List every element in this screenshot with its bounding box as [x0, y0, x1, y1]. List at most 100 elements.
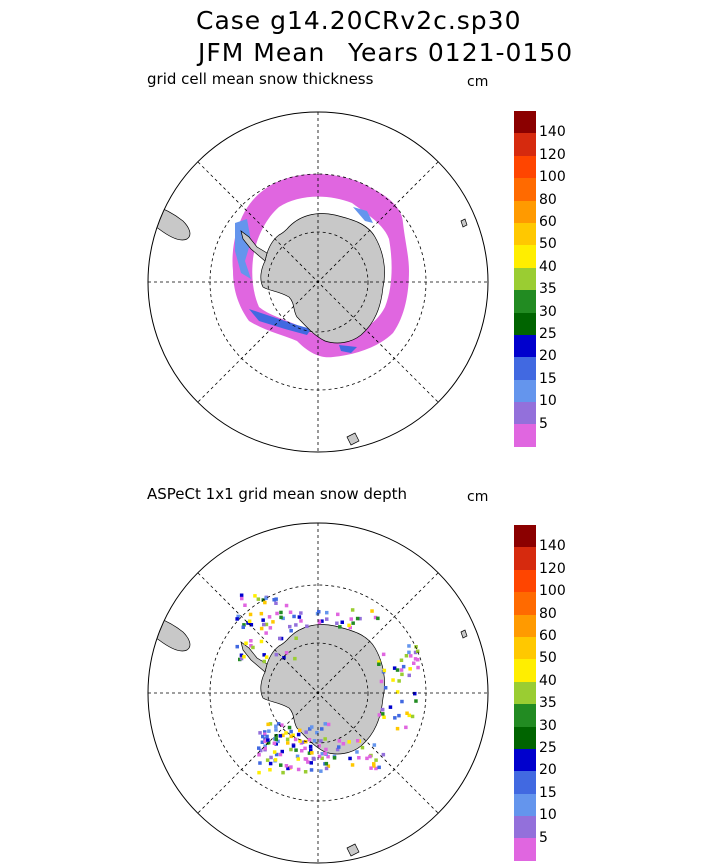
observation-pixel	[284, 731, 288, 735]
observation-pixel	[377, 765, 381, 770]
colorbar-panel1	[514, 111, 536, 447]
observation-pixel	[381, 712, 385, 716]
observation-pixel	[258, 761, 262, 765]
observation-pixel	[263, 746, 267, 751]
observation-pixel	[289, 734, 293, 739]
observation-pixel	[312, 739, 317, 743]
observation-pixel	[350, 608, 355, 612]
observation-pixel	[350, 763, 355, 767]
colorbar-tick-label: 25	[539, 740, 557, 756]
observation-pixel	[267, 615, 272, 619]
colorbar-tick-label: 35	[539, 695, 557, 712]
observation-pixel	[320, 756, 324, 760]
colorbar-tick-label: 50	[539, 650, 557, 667]
aspect-snow-depth-map	[147, 522, 489, 864]
observation-pixel	[320, 727, 324, 731]
colorbar-tick-label: 30	[539, 717, 557, 734]
observation-pixel	[324, 761, 329, 766]
observation-pixel	[274, 724, 278, 728]
observation-pixel	[251, 645, 255, 650]
observation-pixel	[236, 614, 240, 619]
observation-pixel	[372, 764, 376, 768]
observation-pixel	[294, 748, 298, 752]
observation-pixel	[261, 618, 265, 622]
observation-pixel	[395, 668, 400, 672]
colorbar-swatch	[514, 178, 536, 201]
observation-pixel	[407, 644, 411, 648]
observation-pixel	[377, 713, 382, 717]
observation-pixel	[262, 622, 266, 627]
panel1-title: grid cell mean snow thickness	[147, 70, 374, 88]
observation-pixel	[281, 616, 285, 621]
observation-pixel	[257, 746, 261, 750]
observation-pixel	[349, 617, 353, 621]
observation-pixel	[416, 665, 420, 670]
observation-pixel	[397, 713, 401, 718]
observation-pixel	[262, 653, 266, 657]
panel2-unit: cm	[467, 489, 489, 505]
observation-pixel	[265, 734, 269, 739]
graticule	[148, 523, 488, 863]
observation-pixel	[308, 727, 312, 731]
observation-pixel	[267, 729, 271, 733]
panel2-title: ASPeCt 1x1 grid mean snow depth	[147, 485, 408, 503]
observation-pixel	[288, 624, 292, 629]
observation-pixel	[263, 732, 267, 736]
observation-pixel	[279, 615, 283, 620]
observation-pixel	[274, 752, 279, 757]
south-america-land	[148, 613, 191, 652]
observation-pixel	[261, 734, 265, 739]
observation-pixel	[304, 730, 308, 734]
observation-pixel	[388, 705, 393, 709]
observation-pixel	[242, 654, 246, 659]
observation-pixel	[239, 656, 244, 661]
observation-pixel	[244, 641, 248, 645]
colorbar-tick-label: 60	[539, 628, 557, 644]
island-1	[346, 432, 360, 446]
snow-blue-west	[235, 219, 251, 279]
observation-pixel	[291, 733, 295, 737]
colorbar-swatch	[514, 726, 536, 749]
observation-pixel	[265, 758, 270, 762]
colorbar-swatch	[514, 838, 536, 861]
observation-pixel	[414, 699, 418, 703]
colorbar-swatch	[514, 525, 536, 548]
observation-pixel	[275, 611, 279, 616]
antarctic-peninsula	[240, 230, 268, 262]
observation-pixel	[399, 658, 404, 662]
observation-pixel	[320, 752, 324, 756]
observation-pixel	[296, 757, 300, 761]
observation-pixel	[285, 737, 290, 742]
colorbar-tick-label: 5	[539, 415, 548, 432]
observation-pixel	[309, 748, 313, 752]
observation-pixel	[298, 728, 302, 733]
snow-blue-peninsula	[249, 309, 311, 335]
observation-pixel	[336, 612, 340, 617]
observation-pixel	[408, 667, 412, 671]
observation-pixel	[264, 622, 269, 627]
observation-pixel	[241, 625, 245, 629]
observation-pixel	[279, 636, 284, 641]
observation-pixel	[249, 644, 253, 648]
colorbar-tick-label: 40	[539, 672, 557, 689]
observation-pixel	[272, 750, 277, 754]
colorbar-tick-label: 35	[539, 281, 557, 298]
observation-pixel	[376, 616, 380, 621]
observation-pixel	[264, 655, 269, 659]
observation-pixels	[235, 593, 420, 775]
colorbar-swatch	[514, 290, 536, 313]
observation-pixel	[264, 596, 268, 600]
colorbar-swatch	[514, 357, 536, 380]
observation-pixel	[310, 751, 314, 755]
colorbar-tick-label: 20	[539, 762, 557, 779]
observation-pixel	[308, 744, 313, 749]
observation-pixel	[400, 672, 404, 677]
observation-pixel	[337, 739, 342, 743]
observation-pixel	[243, 603, 247, 607]
observation-pixel	[238, 657, 242, 662]
observation-pixel	[381, 652, 386, 657]
colorbar-tick-label: 15	[539, 784, 557, 801]
colorbar-tick-label: 10	[539, 393, 557, 410]
observation-pixel	[307, 751, 312, 755]
observation-pixel	[326, 722, 331, 727]
